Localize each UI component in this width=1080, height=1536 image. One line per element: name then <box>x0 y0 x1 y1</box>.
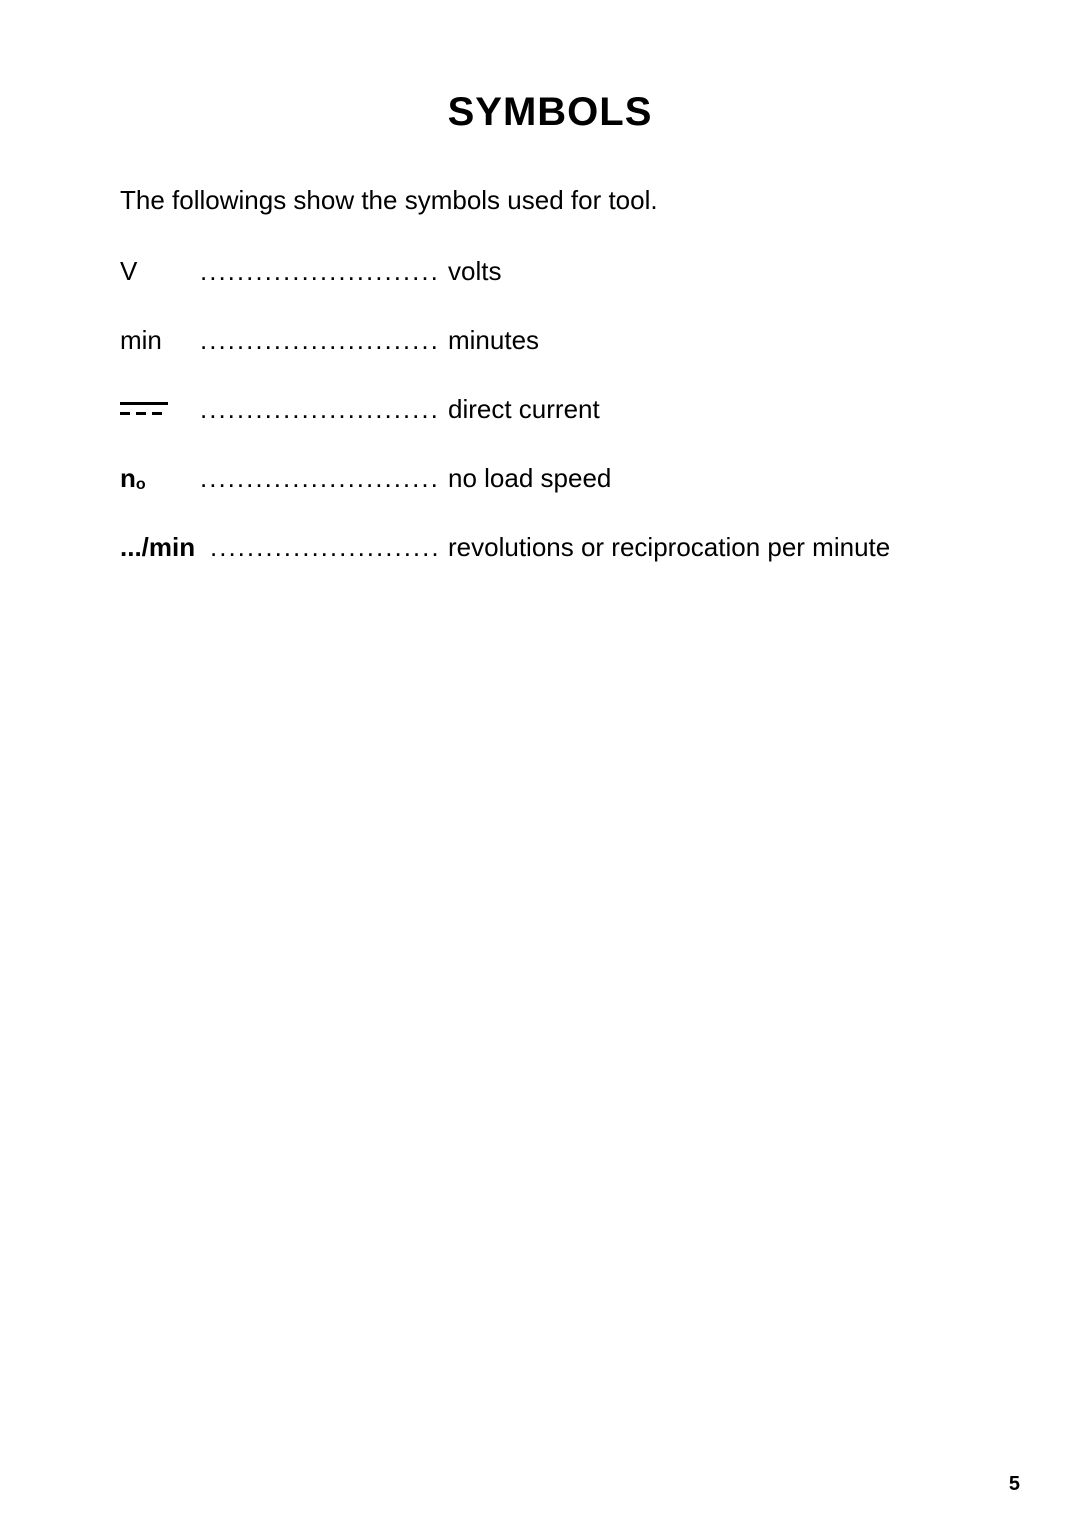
symbol-subscript: o <box>136 476 146 494</box>
symbol-description: direct current <box>440 394 980 425</box>
symbol-description: minutes <box>440 325 980 356</box>
symbol-row: V ................................... vo… <box>120 256 980 287</box>
symbol-cell: no <box>120 463 200 494</box>
symbol-description: no load speed <box>440 463 980 494</box>
intro-text: The followings show the symbols used for… <box>120 185 980 216</box>
leader-dots: ................................... <box>200 463 440 494</box>
symbol-row: ................................... dire… <box>120 394 980 425</box>
leader-dots: ................................... <box>200 394 440 425</box>
symbol-cell: min <box>120 325 200 356</box>
symbol-description: volts <box>440 256 980 287</box>
page-title: SYMBOLS <box>120 90 980 135</box>
symbol-cell: .../min <box>120 532 210 563</box>
symbol-row: .../min ................................… <box>120 532 980 563</box>
leader-dots: ................................... <box>210 532 440 563</box>
symbol-cell: V <box>120 256 200 287</box>
page-number: 5 <box>1009 1473 1020 1496</box>
symbol-description: revolutions or reciprocation per minute <box>440 532 980 563</box>
direct-current-icon <box>120 400 168 420</box>
page: SYMBOLS The followings show the symbols … <box>0 0 1080 1536</box>
leader-dots: ................................... <box>200 325 440 356</box>
symbol-cell <box>120 400 200 420</box>
symbol-row: no ................................... n… <box>120 463 980 494</box>
leader-dots: ................................... <box>200 256 440 287</box>
symbol-main: n <box>120 463 136 494</box>
symbol-row: min ................................... … <box>120 325 980 356</box>
